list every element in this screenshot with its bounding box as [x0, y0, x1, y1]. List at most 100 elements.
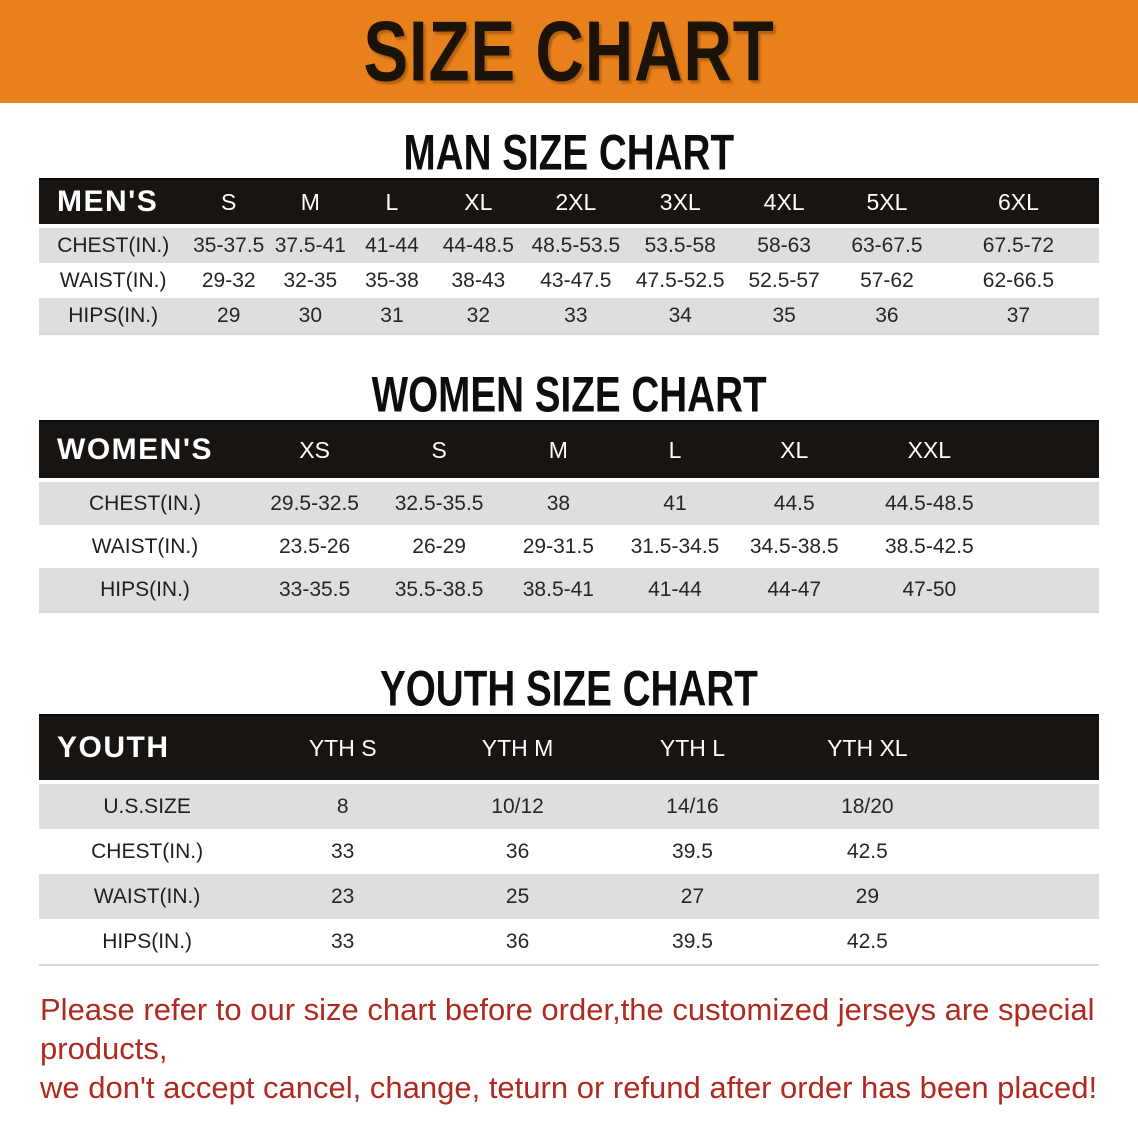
cell: 26-29 — [378, 525, 501, 568]
cell: 29-31.5 — [500, 525, 617, 568]
cell: 47-50 — [855, 568, 1004, 611]
youth-ussize-row: U.S.SIZE 8 10/12 14/16 18/20 — [39, 784, 1099, 829]
men-size-header: 4XL — [732, 178, 837, 228]
youth-header-spacer — [954, 714, 1099, 784]
cell: 38 — [500, 482, 617, 525]
cell: 67.5-72 — [937, 228, 1099, 263]
cell: 41 — [616, 482, 734, 525]
cell: 36 — [836, 298, 938, 333]
cell: 42.5 — [779, 919, 955, 964]
youth-hips-row: HIPS(IN.) 33 36 39.5 42.5 — [39, 919, 1099, 964]
cell: 39.5 — [605, 919, 780, 964]
cell-spacer — [954, 784, 1099, 829]
row-label: WAIST(IN.) — [39, 263, 188, 298]
cell: 32-35 — [270, 263, 351, 298]
cell: 32.5-35.5 — [378, 482, 501, 525]
cell: 42.5 — [779, 829, 955, 874]
men-size-header: S — [187, 178, 271, 228]
women-header-row: WOMEN'S XS S M L XL XXL — [39, 420, 1099, 482]
women-hips-row: HIPS(IN.) 33-35.5 35.5-38.5 38.5-41 41-4… — [39, 568, 1099, 611]
cell-spacer — [954, 874, 1099, 919]
cell: 57-62 — [836, 263, 938, 298]
cell: 30 — [270, 298, 351, 333]
youth-header-row: YOUTH YTH S YTH M YTH L YTH XL — [39, 714, 1099, 784]
youth-size-header: YTH XL — [779, 714, 955, 784]
cell: 44.5 — [733, 482, 856, 525]
man-section-heading: MAN SIZE CHART — [0, 123, 1138, 181]
cell: 37 — [937, 298, 1099, 333]
cell: 33 — [523, 298, 629, 333]
cell: 18/20 — [779, 784, 955, 829]
women-size-header: XS — [251, 420, 379, 482]
cell: 35.5-38.5 — [378, 568, 501, 611]
men-chest-row: CHEST(IN.) 35-37.5 37.5-41 41-44 44-48.5… — [39, 228, 1099, 263]
women-chest-row: CHEST(IN.) 29.5-32.5 32.5-35.5 38 41 44.… — [39, 482, 1099, 525]
cell: 41-44 — [616, 568, 734, 611]
size-chart-banner: SIZE CHART — [0, 0, 1138, 103]
men-size-header: M — [270, 178, 351, 228]
disclaimer-line-1: Please refer to our size chart before or… — [40, 992, 1095, 1066]
men-size-header: 3XL — [628, 178, 733, 228]
cell: 47.5-52.5 — [628, 263, 733, 298]
cell: 34.5-38.5 — [733, 525, 856, 568]
cell: 33 — [255, 919, 431, 964]
youth-size-header: YTH S — [255, 714, 431, 784]
men-size-header: 6XL — [937, 178, 1099, 228]
cell: 62-66.5 — [937, 263, 1099, 298]
cell: 53.5-58 — [628, 228, 733, 263]
cell: 36 — [430, 829, 606, 874]
cell: 29 — [779, 874, 955, 919]
women-heading-text: WOMEN SIZE CHART — [371, 365, 767, 423]
cell-spacer — [1003, 525, 1099, 568]
cell: 23 — [255, 874, 431, 919]
women-size-header: XXL — [855, 420, 1004, 482]
cell-spacer — [1003, 482, 1099, 525]
cell: 35-38 — [350, 263, 434, 298]
cell: 44-48.5 — [433, 228, 524, 263]
disclaimer-text: Please refer to our size chart before or… — [0, 990, 1138, 1107]
women-size-header: XL — [733, 420, 856, 482]
cell: 29.5-32.5 — [251, 482, 379, 525]
youth-corner-label: YOUTH — [39, 714, 256, 784]
row-label: HIPS(IN.) — [39, 919, 256, 964]
cell: 39.5 — [605, 829, 780, 874]
cell: 35-37.5 — [187, 228, 271, 263]
man-heading-text: MAN SIZE CHART — [403, 123, 735, 181]
cell: 35 — [732, 298, 837, 333]
cell: 29 — [187, 298, 271, 333]
women-waist-row: WAIST(IN.) 23.5-26 26-29 29-31.5 31.5-34… — [39, 525, 1099, 568]
men-size-header: XL — [433, 178, 524, 228]
cell: 44.5-48.5 — [855, 482, 1004, 525]
cell: 23.5-26 — [251, 525, 379, 568]
men-header-row: MEN'S S M L XL 2XL 3XL 4XL 5XL 6XL — [39, 178, 1099, 228]
cell: 33-35.5 — [251, 568, 379, 611]
women-corner-label: WOMEN'S — [39, 420, 251, 482]
cell: 58-63 — [732, 228, 837, 263]
cell-spacer — [954, 919, 1099, 964]
cell: 43-47.5 — [523, 263, 629, 298]
cell: 34 — [628, 298, 733, 333]
row-label: WAIST(IN.) — [39, 874, 256, 919]
women-size-header: S — [378, 420, 501, 482]
cell: 38.5-41 — [500, 568, 617, 611]
men-size-table: MEN'S S M L XL 2XL 3XL 4XL 5XL 6XL CHEST… — [39, 178, 1099, 335]
youth-chest-row: CHEST(IN.) 33 36 39.5 42.5 — [39, 829, 1099, 874]
cell: 38.5-42.5 — [855, 525, 1004, 568]
men-hips-row: HIPS(IN.) 29 30 31 32 33 34 35 36 37 — [39, 298, 1099, 333]
cell: 38-43 — [433, 263, 524, 298]
row-label: HIPS(IN.) — [39, 568, 251, 611]
cell: 52.5-57 — [732, 263, 837, 298]
cell: 48.5-53.5 — [523, 228, 629, 263]
youth-heading-text: YOUTH SIZE CHART — [380, 659, 758, 717]
women-header-spacer — [1003, 420, 1099, 482]
women-section-heading: WOMEN SIZE CHART — [0, 365, 1138, 423]
banner-title: SIZE CHART — [363, 3, 775, 99]
men-waist-row: WAIST(IN.) 29-32 32-35 35-38 38-43 43-47… — [39, 263, 1099, 298]
youth-size-header: YTH M — [430, 714, 606, 784]
cell: 31.5-34.5 — [616, 525, 734, 568]
cell: 32 — [433, 298, 524, 333]
cell-spacer — [1003, 568, 1099, 611]
cell: 63-67.5 — [836, 228, 938, 263]
cell: 31 — [350, 298, 434, 333]
row-label: CHEST(IN.) — [39, 228, 188, 263]
